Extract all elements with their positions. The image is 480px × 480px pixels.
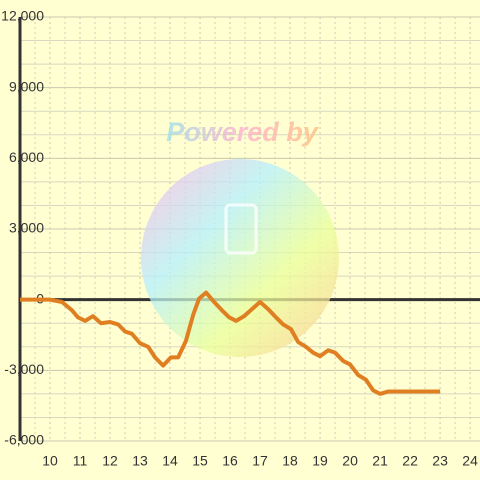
y-tick-label: 12,000 xyxy=(1,8,44,24)
x-tick-label: 14 xyxy=(162,453,178,469)
x-tick-label: 23 xyxy=(432,453,448,469)
x-tick-label: 13 xyxy=(132,453,148,469)
y-tick-label: -3,000 xyxy=(4,361,44,377)
grid xyxy=(20,16,480,442)
y-tick-label: 9,000 xyxy=(9,78,44,94)
x-tick-label: 19 xyxy=(312,453,328,469)
y-tick-label: -6,000 xyxy=(4,432,44,448)
watermark-logo xyxy=(141,159,339,357)
x-tick-label: 12 xyxy=(102,453,118,469)
y-tick-label: 6,000 xyxy=(9,149,44,165)
x-tick-label: 17 xyxy=(252,453,268,469)
x-tick-label: 22 xyxy=(402,453,418,469)
x-tick-label: 24 xyxy=(462,453,478,469)
watermark-icon xyxy=(224,203,258,255)
x-tick-label: 20 xyxy=(342,453,358,469)
x-tick-label: 18 xyxy=(282,453,298,469)
x-tick-label: 15 xyxy=(192,453,208,469)
x-tick-label: 16 xyxy=(222,453,238,469)
x-tick-label: 21 xyxy=(372,453,388,469)
x-tick-label: 11 xyxy=(73,453,88,469)
y-tick-label: 3,000 xyxy=(9,220,44,236)
watermark-text: Powered by xyxy=(166,117,320,147)
line-series xyxy=(20,290,441,396)
x-tick-label: 10 xyxy=(42,453,58,469)
